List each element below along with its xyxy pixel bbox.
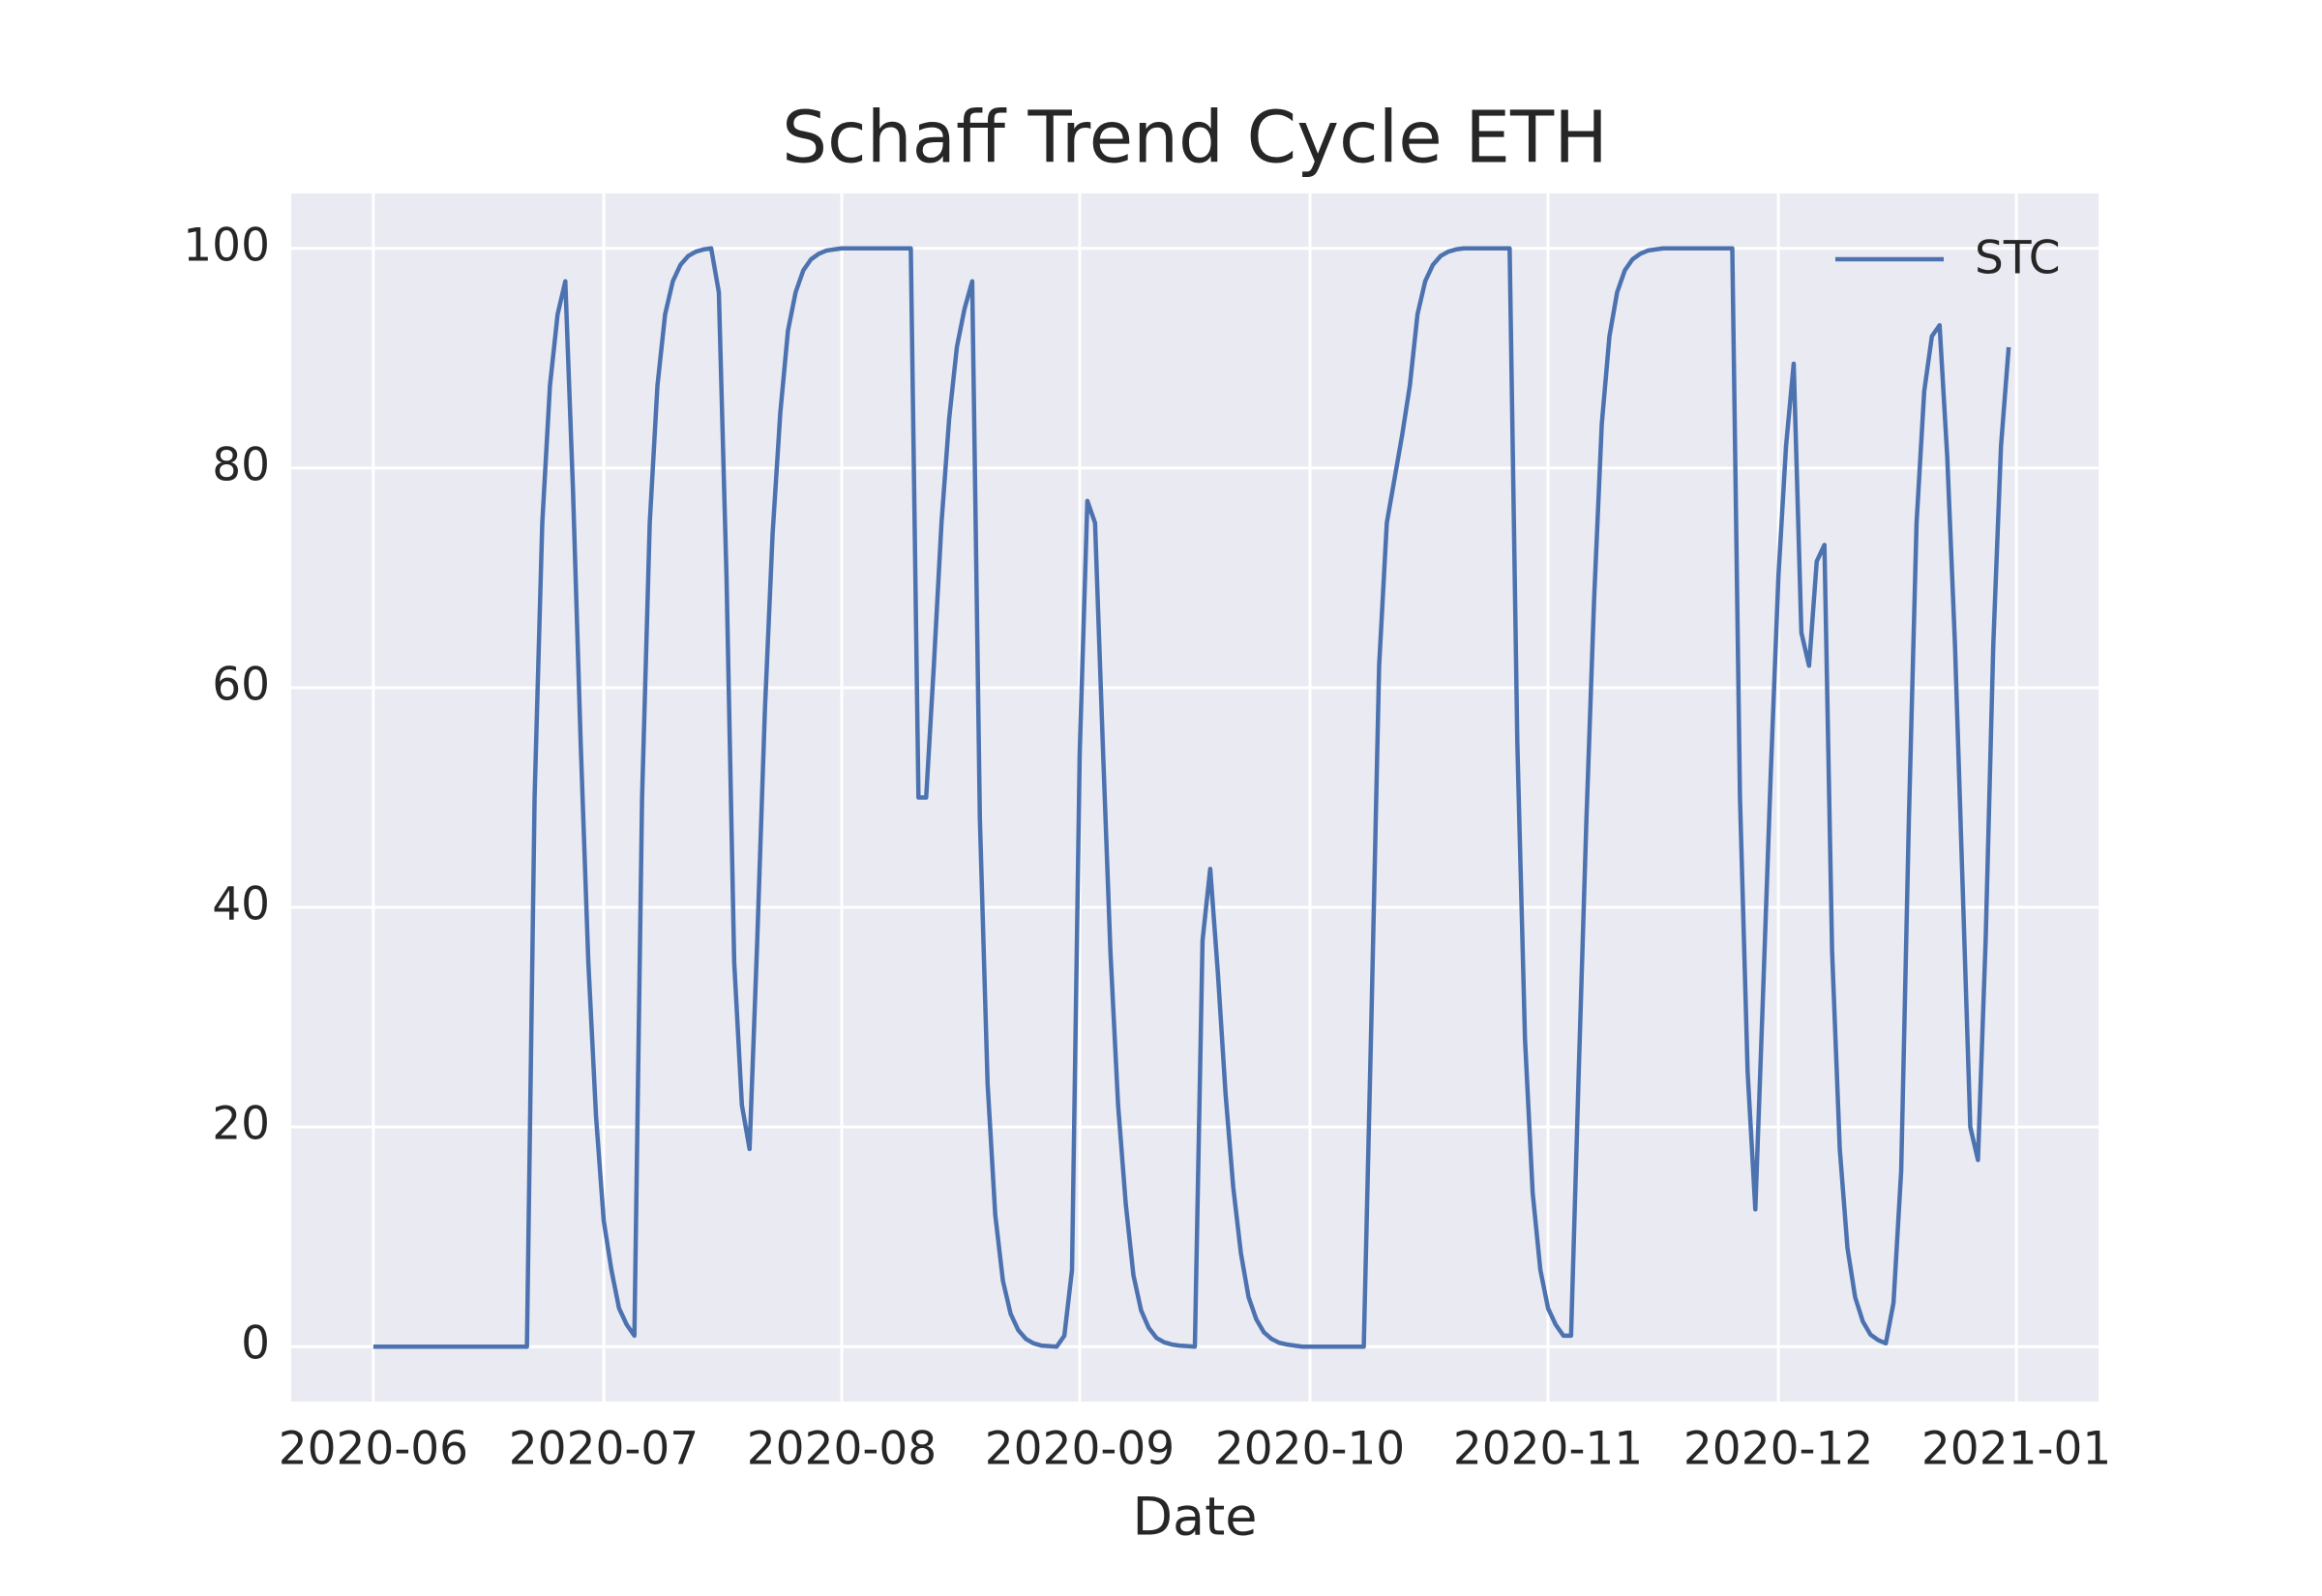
x-tick-label: 2020-07 bbox=[509, 1423, 699, 1476]
y-tick-label: 80 bbox=[212, 438, 270, 491]
y-tick-label: 0 bbox=[241, 1317, 270, 1371]
x-tick-label: 2020-09 bbox=[985, 1423, 1175, 1476]
x-tick-label: 2020-06 bbox=[279, 1423, 468, 1476]
y-tick-label: 60 bbox=[212, 658, 270, 711]
x-tick-label: 2021-01 bbox=[1921, 1423, 2111, 1476]
x-axis-label: Date bbox=[1132, 1487, 1257, 1548]
legend-label: STC bbox=[1975, 232, 2061, 285]
y-tick-label: 20 bbox=[212, 1098, 270, 1151]
y-tick-label: 100 bbox=[183, 219, 270, 272]
chart-title: Schaff Trend Cycle ETH bbox=[782, 97, 1608, 180]
x-tick-label: 2020-08 bbox=[747, 1423, 937, 1476]
x-tick-label: 2020-10 bbox=[1215, 1423, 1405, 1476]
x-tick-label: 2020-12 bbox=[1683, 1423, 1873, 1476]
data-line bbox=[372, 246, 2011, 1349]
plot-area bbox=[291, 193, 2099, 1402]
x-tick-label: 2020-11 bbox=[1453, 1423, 1643, 1476]
y-tick-label: 40 bbox=[212, 878, 270, 931]
